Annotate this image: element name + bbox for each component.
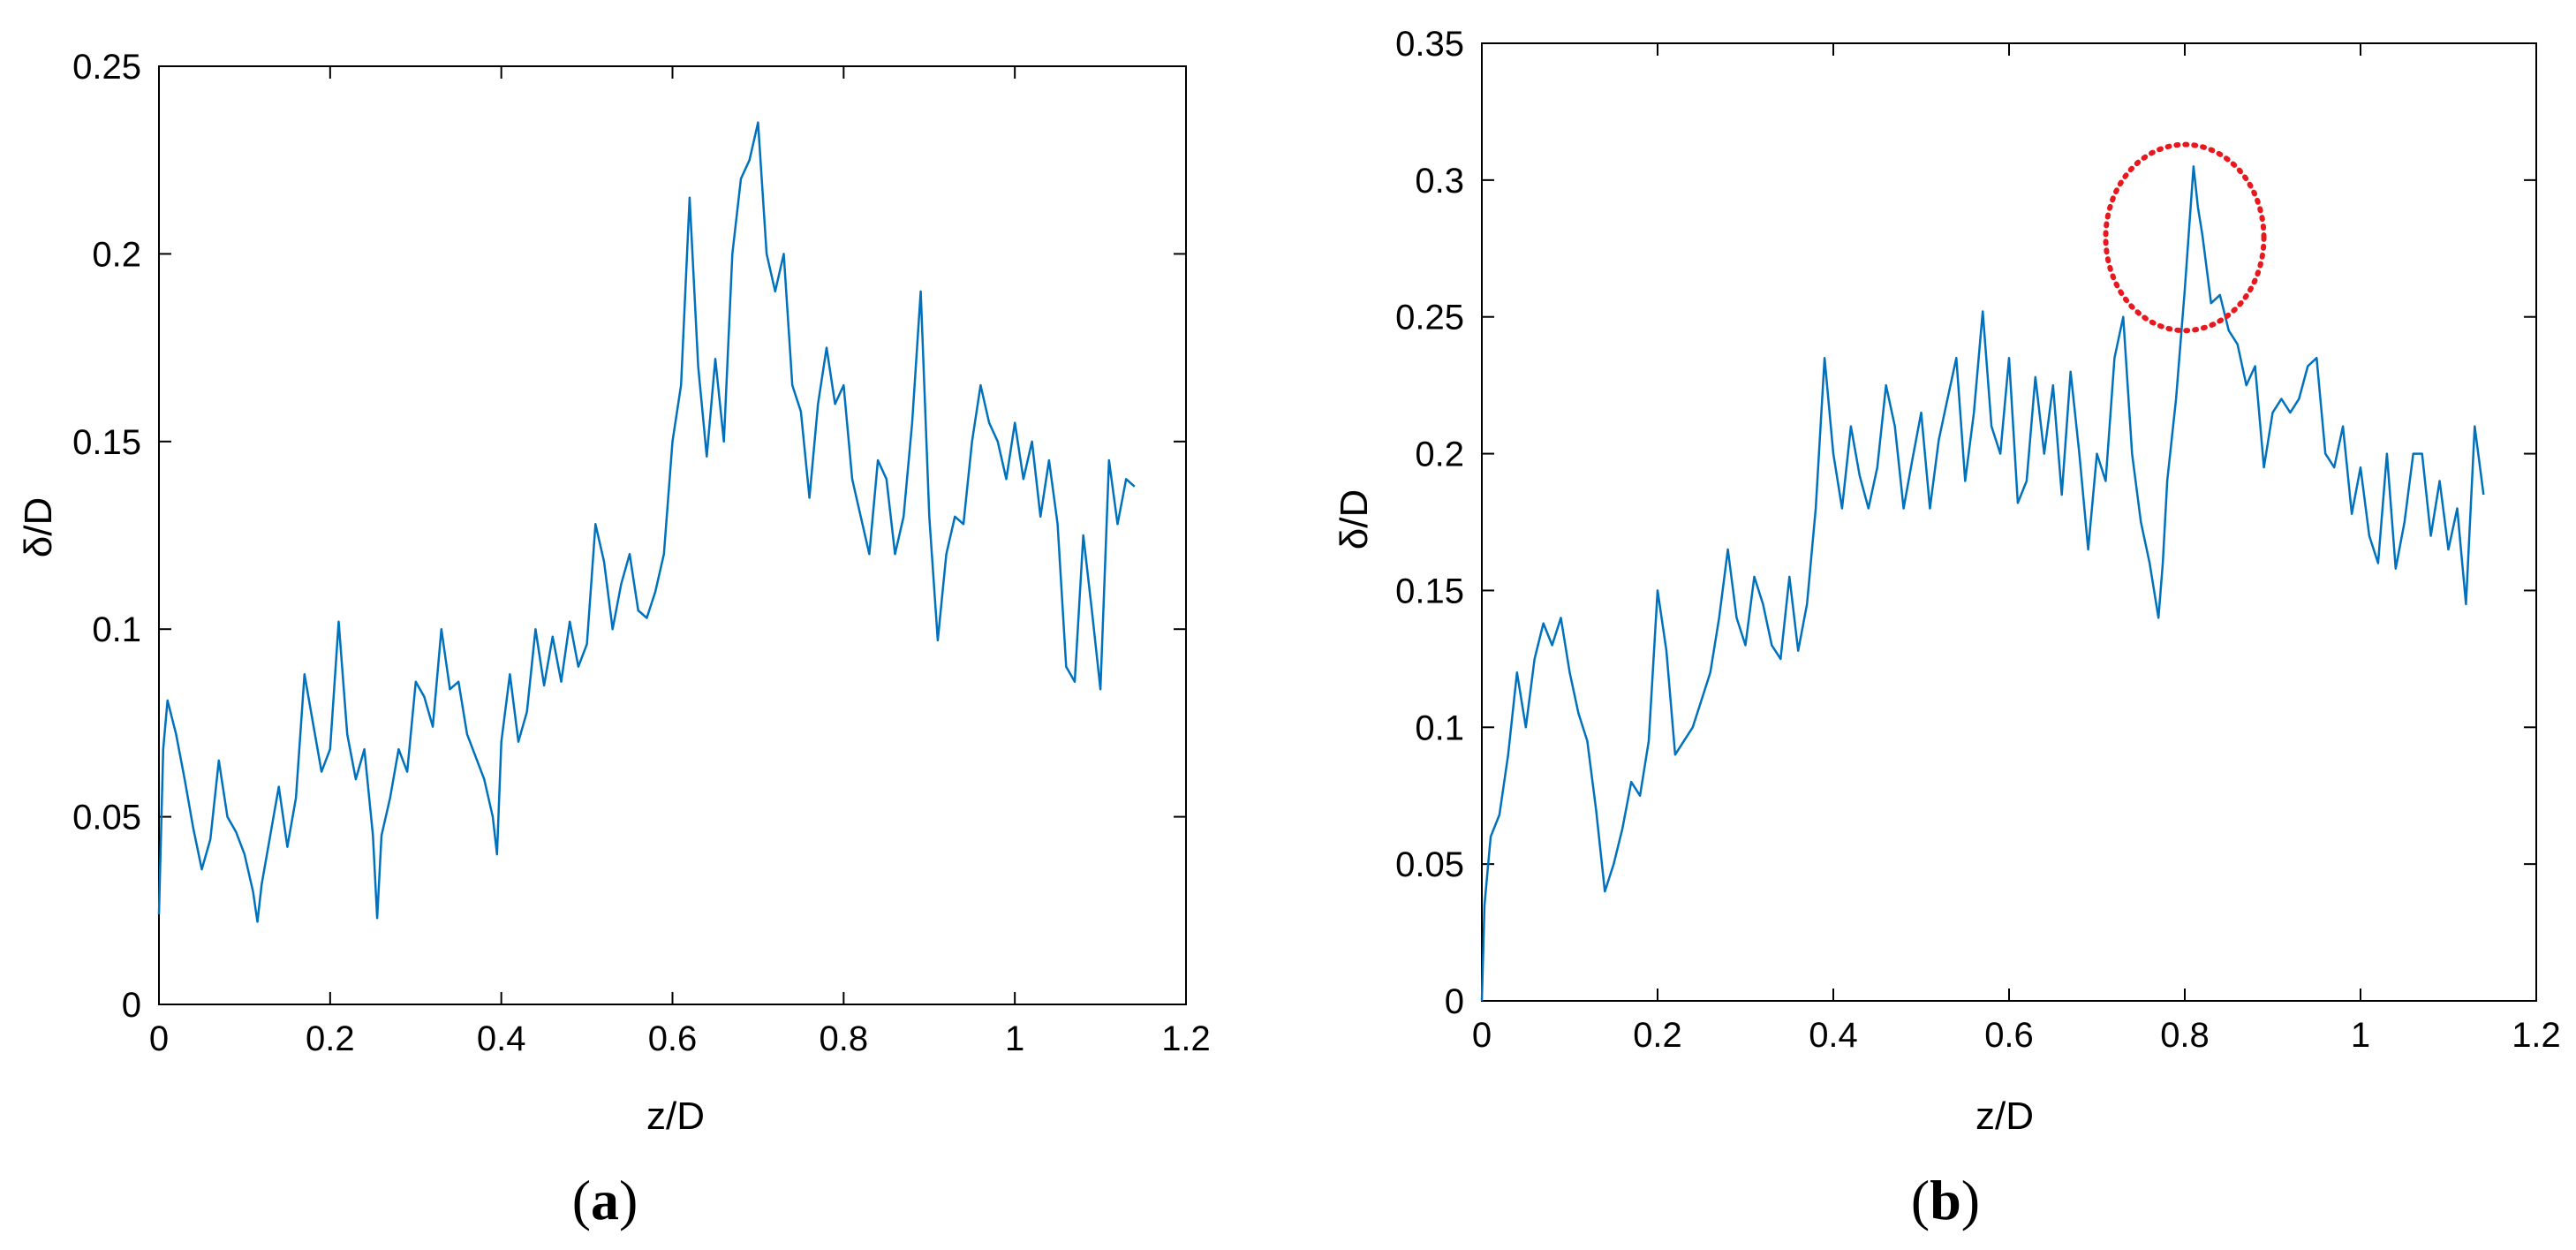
- panel-b-ytick-label: 0.3: [1415, 162, 1464, 201]
- panel-a-ytick-label: 0.1: [92, 610, 141, 649]
- panel-b-ytick-label: 0.1: [1415, 708, 1464, 747]
- panel-b-highlight-circle: [2103, 141, 2267, 334]
- panel-a-xtick-label: 0.8: [820, 1019, 869, 1058]
- panel-a-axes-box: [158, 65, 1187, 1005]
- panel-b-xlabel: z/D: [1975, 1095, 2034, 1138]
- panel-b-series-line: [1480, 165, 2485, 1002]
- panel-a-ytick-label: 0.15: [72, 423, 141, 462]
- panel-a-ytick-label: 0: [122, 986, 141, 1025]
- panel-b-ytick-label: 0.05: [1395, 845, 1464, 884]
- panel-a-xtick-label: 0: [149, 1019, 169, 1058]
- panel-b-ytick-label: 0.15: [1395, 572, 1464, 610]
- panel-a-xtick-label: 1: [1005, 1019, 1024, 1058]
- panel-a-xtick-label: 0.4: [477, 1019, 526, 1058]
- panel-b-xtick-label: 0.8: [2160, 1016, 2210, 1055]
- panel-a-series-line: [157, 121, 1136, 923]
- panel-b-xtick-label: 0: [1472, 1016, 1492, 1055]
- panel-a-label: (a): [572, 1169, 638, 1231]
- panel-b-label: (b): [1911, 1169, 1980, 1231]
- panel-b-xtick-label: 1: [2351, 1016, 2370, 1055]
- panel-b-xtick-label: 0.6: [1984, 1016, 2034, 1055]
- panel-a-xtick-label: 0.6: [648, 1019, 698, 1058]
- panel-b-ytick-label: 0: [1445, 982, 1464, 1021]
- panel-a-ylabel: δ/D: [17, 497, 60, 558]
- panel-a-xlabel: z/D: [646, 1095, 705, 1138]
- panel-b-ytick-label: 0.2: [1415, 436, 1464, 474]
- panel-a-ytick-label: 0.25: [72, 48, 141, 87]
- panel-b-ylabel: δ/D: [1333, 489, 1376, 550]
- panel-b-xtick-label: 0.4: [1809, 1016, 1858, 1055]
- panel-b-xtick-label: 0.2: [1633, 1016, 1682, 1055]
- panel-b-ytick-label: 0.25: [1395, 299, 1464, 337]
- panel-a-xtick-label: 1.2: [1161, 1019, 1211, 1058]
- panel-a-ytick-label: 0.05: [72, 799, 141, 837]
- panel-a: 0 0.2 0.4 0.6 0.8 1 1.2 0 0.05 0.1 0.15 0.2 0.25: [72, 48, 1211, 1058]
- panel-b-xtick-label: 1.2: [2512, 1016, 2561, 1055]
- panel-b-axes-box: [1481, 42, 2537, 1002]
- panel-b: 0 0.2 0.4 0.6 0.8 1 1.2 0 0.05 0.1 0.15 0.2 0.25 0.3 0…: [1395, 25, 2561, 1055]
- panel-a-ytick-label: 0.2: [92, 235, 141, 274]
- panel-a-xtick-label: 0.2: [306, 1019, 355, 1058]
- panel-b-ytick-label: 0.35: [1395, 25, 1464, 64]
